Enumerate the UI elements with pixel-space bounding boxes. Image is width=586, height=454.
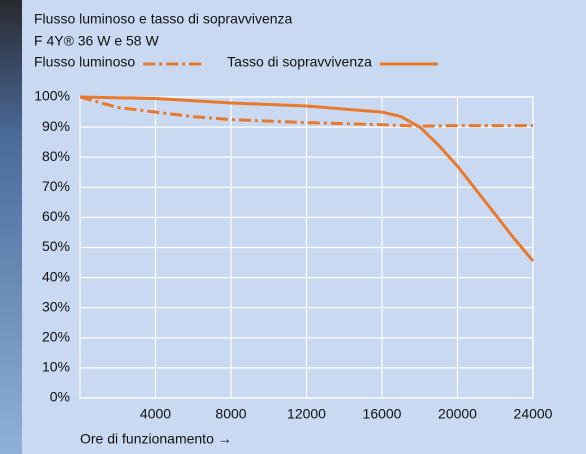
chart-subtitle: F 4Y® 36 W e 58 W bbox=[34, 33, 159, 49]
y-tick-label: 70% bbox=[42, 178, 70, 194]
x-tick-label: 8000 bbox=[215, 406, 246, 422]
legend-label: Flusso luminoso bbox=[34, 54, 135, 70]
x-tick-label: 20000 bbox=[438, 406, 477, 422]
x-tick-label: 12000 bbox=[287, 406, 326, 422]
y-tick-label: 90% bbox=[42, 118, 70, 134]
legend-label: Tasso di sopravvivenza bbox=[227, 54, 372, 70]
y-tick-label: 80% bbox=[42, 148, 70, 164]
x-tick-label: 4000 bbox=[140, 406, 171, 422]
y-tick-label: 50% bbox=[42, 238, 70, 254]
y-tick-label: 10% bbox=[42, 359, 70, 375]
y-tick-label: 60% bbox=[42, 208, 70, 224]
y-tick-label: 0% bbox=[50, 389, 70, 405]
chart: Flusso luminoso e tasso di sopravvivenza… bbox=[0, 0, 586, 454]
y-tick-label: 100% bbox=[34, 88, 70, 104]
x-tick-label: 24000 bbox=[514, 406, 553, 422]
x-tick-label: 16000 bbox=[363, 406, 402, 422]
chart-title: Flusso luminoso e tasso di sopravvivenza bbox=[34, 11, 293, 27]
y-tick-label: 30% bbox=[42, 298, 70, 314]
y-tick-label: 20% bbox=[42, 329, 70, 345]
x-axis-label: Ore di funzionamento → bbox=[80, 431, 232, 447]
y-tick-label: 40% bbox=[42, 268, 70, 284]
